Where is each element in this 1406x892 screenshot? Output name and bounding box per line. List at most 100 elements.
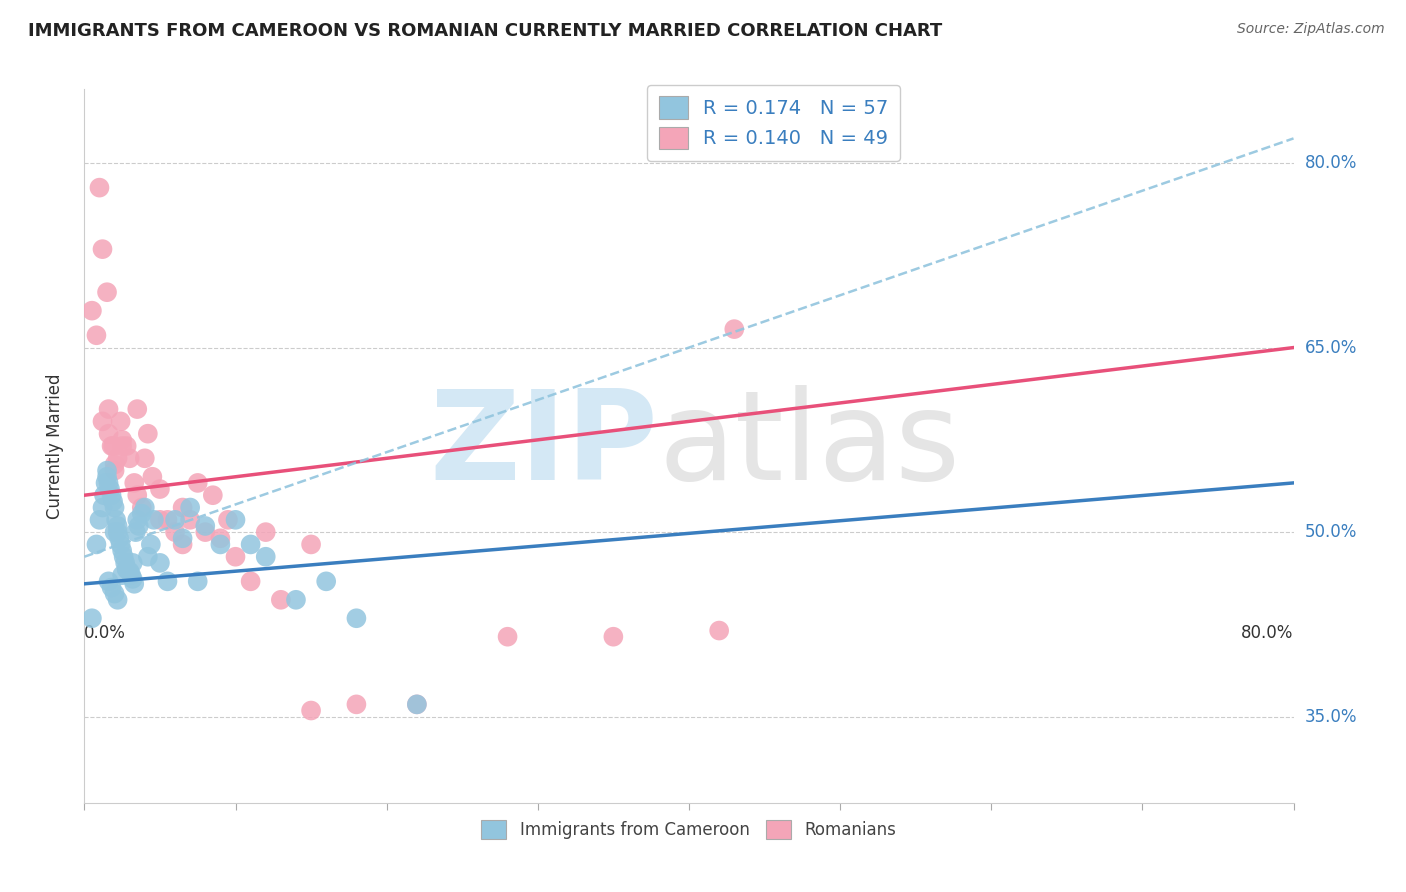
Point [107,451,129,466]
Point [121,556,143,570]
Point [104,464,127,478]
Text: atlas: atlas [659,385,960,507]
Point [111,568,134,582]
Point [107,592,129,607]
Point [134,451,156,466]
Point [149,513,172,527]
Point [179,500,201,515]
Point [86,537,108,551]
Point [104,458,127,472]
Point [709,624,731,638]
Text: ZIP: ZIP [429,385,658,507]
Point [107,519,129,533]
Point [172,500,194,515]
Text: Source: ZipAtlas.com: Source: ZipAtlas.com [1237,22,1385,37]
Point [299,537,322,551]
Point [86,328,108,343]
Point [201,488,224,502]
Text: 80.0%: 80.0% [1241,624,1294,642]
Point [139,537,162,551]
Point [149,482,172,496]
Point [172,537,194,551]
Point [602,630,624,644]
Point [104,525,127,540]
Point [80,611,103,625]
Point [80,303,103,318]
Point [209,531,232,545]
Point [122,576,145,591]
Point [97,402,120,417]
Point [89,180,111,194]
Point [165,513,187,527]
Point [105,513,128,527]
Point [104,587,127,601]
Point [136,426,159,441]
Point [91,414,114,428]
Point [187,475,209,490]
Point [122,475,145,490]
Point [209,537,232,551]
Point [127,402,149,417]
Point [254,525,277,540]
Point [134,500,156,515]
Text: 0.0%: 0.0% [84,624,127,642]
Point [141,469,163,483]
Point [100,581,122,595]
Point [187,574,209,589]
Point [91,500,114,515]
Point [97,475,120,490]
Point [101,439,124,453]
Point [239,537,262,551]
Text: 80.0%: 80.0% [1305,154,1357,172]
Point [104,500,127,515]
Point [89,513,111,527]
Point [101,494,124,508]
Point [94,475,117,490]
Point [346,611,368,625]
Point [97,426,120,441]
Point [115,562,138,576]
Point [121,572,143,586]
Point [156,513,179,527]
Point [96,285,118,300]
Point [315,574,337,589]
Point [194,519,217,533]
Point [131,500,153,515]
Point [406,698,429,712]
Text: 50.0%: 50.0% [1305,523,1357,541]
Point [100,439,122,453]
Point [156,574,179,589]
Point [225,513,247,527]
Point [406,698,429,712]
Point [111,433,134,447]
Point [239,574,262,589]
Point [100,488,122,502]
Point [723,322,745,336]
Point [131,507,153,521]
Point [270,592,292,607]
Point [110,537,132,551]
Point [110,414,132,428]
Point [91,242,114,256]
Point [128,519,150,533]
Point [107,525,129,540]
Point [285,592,308,607]
Text: 35.0%: 35.0% [1305,707,1357,726]
Point [172,531,194,545]
Point [149,556,172,570]
Point [96,469,118,483]
Point [299,704,322,718]
Point [346,698,368,712]
Point [225,549,247,564]
Legend: Immigrants from Cameroon, Romanians: Immigrants from Cameroon, Romanians [475,814,903,846]
Point [115,562,138,576]
Point [120,568,142,582]
Point [93,488,115,502]
Text: 65.0%: 65.0% [1305,339,1357,357]
Point [496,630,519,644]
Point [165,525,187,540]
Point [98,482,121,496]
Point [136,549,159,564]
Point [96,464,118,478]
Point [115,439,138,453]
